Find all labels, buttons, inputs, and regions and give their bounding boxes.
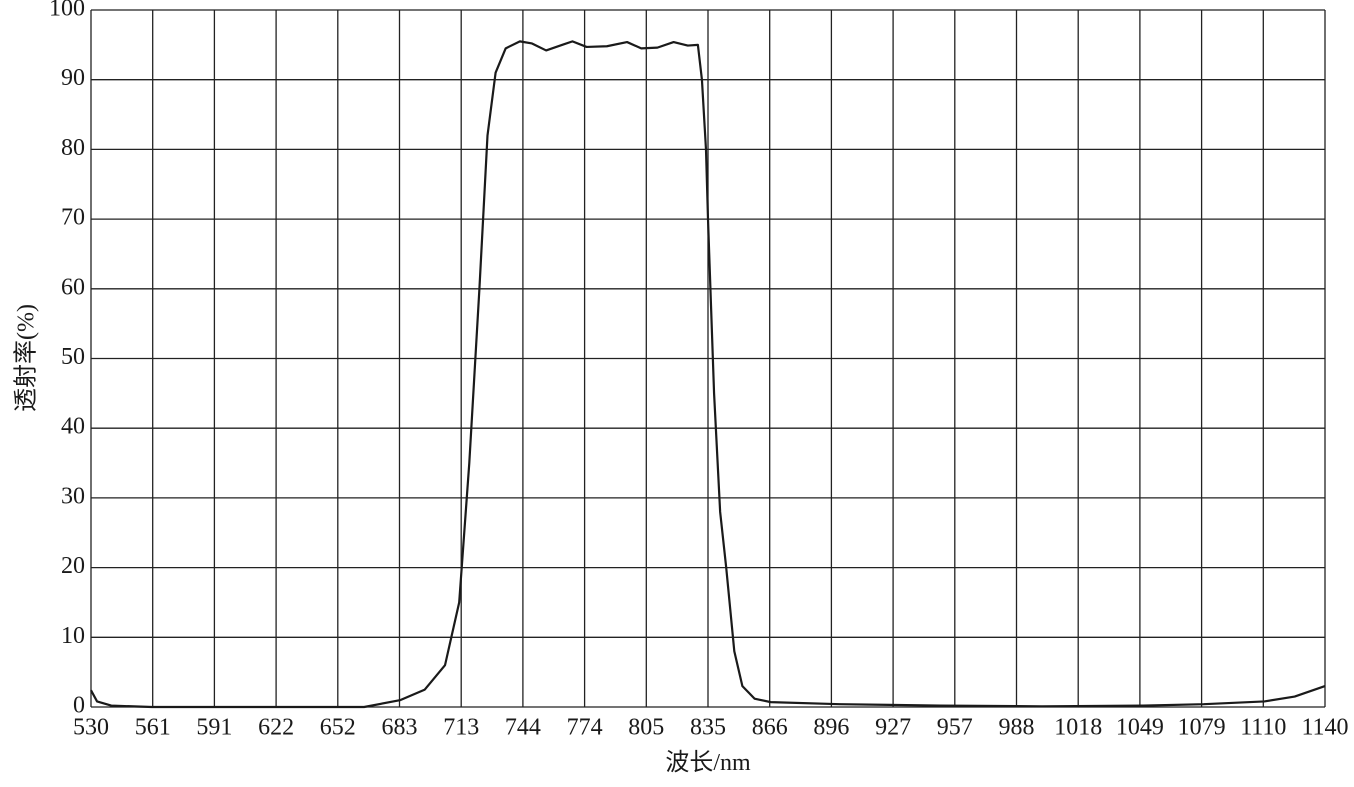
x-axis-label: 波长/nm <box>665 749 751 776</box>
x-tick-label: 866 <box>752 715 788 741</box>
y-tick-label: 30 <box>61 483 85 509</box>
y-tick-label: 90 <box>61 65 85 91</box>
x-tick-label: 1018 <box>1054 715 1102 741</box>
x-tick-label: 927 <box>875 715 911 741</box>
x-tick-label: 591 <box>196 715 232 741</box>
x-tick-label: 805 <box>628 715 664 741</box>
x-tick-label: 652 <box>320 715 356 741</box>
x-tick-label: 622 <box>258 715 294 741</box>
x-tick-label: 835 <box>690 715 726 741</box>
y-tick-label: 100 <box>49 0 85 22</box>
x-tick-label: 988 <box>999 715 1035 741</box>
data-line <box>90 40 1326 709</box>
y-tick-label: 20 <box>61 553 85 579</box>
y-tick-label: 40 <box>61 414 85 440</box>
y-tick-label: 50 <box>61 344 85 370</box>
y-tick-label: 60 <box>61 274 85 300</box>
x-tick-label: 744 <box>505 715 541 741</box>
y-tick-label: 80 <box>61 135 85 161</box>
y-tick-label: 0 <box>73 693 85 719</box>
y-tick-label: 70 <box>61 205 85 231</box>
x-tick-label: 713 <box>443 715 479 741</box>
x-tick-label: 1110 <box>1240 715 1286 741</box>
x-tick-label: 683 <box>382 715 418 741</box>
y-axis-label: 透射率(%) <box>13 304 40 412</box>
x-tick-label: 1049 <box>1116 715 1164 741</box>
x-tick-label: 774 <box>567 715 603 741</box>
x-tick-label: 1079 <box>1178 715 1226 741</box>
x-tick-label: 530 <box>73 715 109 741</box>
x-tick-label: 1140 <box>1301 715 1348 741</box>
x-tick-label: 561 <box>135 715 171 741</box>
x-tick-label: 896 <box>813 715 849 741</box>
y-tick-label: 10 <box>61 623 85 649</box>
x-tick-label: 957 <box>937 715 973 741</box>
